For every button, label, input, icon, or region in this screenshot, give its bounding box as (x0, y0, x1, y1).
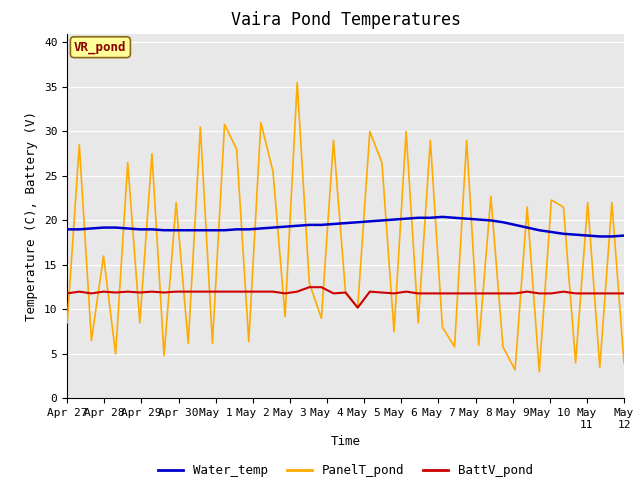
Legend: Water_temp, PanelT_pond, BattV_pond: Water_temp, PanelT_pond, BattV_pond (153, 459, 538, 480)
X-axis label: Time: Time (331, 435, 360, 448)
Text: VR_pond: VR_pond (74, 40, 127, 54)
Y-axis label: Temperature (C), Battery (V): Temperature (C), Battery (V) (26, 111, 38, 321)
Title: Vaira Pond Temperatures: Vaira Pond Temperatures (230, 11, 461, 29)
